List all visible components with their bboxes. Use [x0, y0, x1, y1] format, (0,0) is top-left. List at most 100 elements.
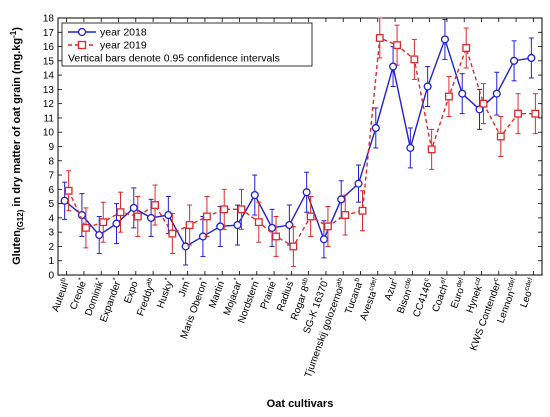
point-1-10: [237, 205, 246, 214]
y-tick-label-11: 11: [44, 113, 55, 124]
y-tick-label-17: 17: [43, 28, 55, 39]
y-tick-label-6: 6: [48, 185, 54, 196]
x-tick-label-27: Leocdef: [518, 277, 540, 309]
point-0-20: [406, 143, 415, 152]
x-tick-label-name-20: Bison: [395, 288, 414, 315]
point-1-15: [323, 222, 332, 231]
y-tick-label-18: 18: [43, 14, 55, 25]
point-0-25: [492, 89, 501, 98]
y-tick-label-4: 4: [48, 213, 54, 224]
series-1: [64, 17, 540, 267]
point-0-2: [95, 230, 104, 240]
point-1-5: [151, 201, 160, 209]
point-0-22: [440, 35, 449, 44]
y-tick-label-15: 15: [43, 56, 55, 67]
x-tick-label-4: Expo*: [122, 277, 142, 305]
point-1-11: [254, 218, 263, 227]
legend-marker-2019: [77, 40, 87, 50]
y-axis-title-sup: -1: [9, 30, 18, 38]
point-0-16: [337, 195, 346, 204]
x-tick-label-sup-5: ab: [145, 277, 154, 287]
series-line-0: [64, 37, 532, 248]
point-1-17: [358, 206, 367, 215]
y-tick-label-13: 13: [43, 85, 55, 96]
point-1-12: [272, 232, 281, 241]
point-0-5: [147, 213, 156, 222]
x-tick-label-sup-25: c: [492, 276, 500, 282]
x-tick-label-name-0: Auteuil: [50, 281, 71, 313]
legend: year 2018 year 2019 Vertical bars denote…: [61, 22, 313, 67]
point-0-18: [371, 123, 380, 132]
point-0-27: [527, 53, 536, 63]
x-tick-label-sup-7: *: [181, 277, 189, 282]
point-1-1: [81, 223, 90, 232]
x-tick-label-sup-20: cde: [403, 277, 413, 290]
y-tick-label-12: 12: [43, 99, 55, 110]
point-0-13: [285, 220, 294, 230]
point-1-6: [168, 229, 177, 238]
x-tick-label-19: Azurf: [382, 277, 401, 302]
point-1-27: [531, 109, 540, 118]
point-0-4: [129, 203, 138, 212]
point-0-6: [164, 210, 173, 220]
point-1-7: [185, 221, 194, 229]
point-1-16: [341, 211, 350, 219]
x-tick-label-name-27: Leo: [519, 289, 535, 309]
legend-label-2019: year 2019: [100, 40, 147, 52]
y-tick-label-9: 9: [48, 142, 54, 153]
point-0-3: [112, 219, 121, 228]
x-tick-label-sup-26: cdef: [506, 277, 517, 292]
point-0-19: [389, 62, 398, 71]
y-tick-label-14: 14: [43, 71, 55, 82]
point-1-14: [306, 212, 315, 221]
legend-box: [61, 22, 313, 67]
x-tick-label-sup-24: cd: [474, 277, 483, 286]
y-tick-label-16: 16: [43, 42, 55, 53]
legend-marker-2018: [77, 27, 87, 37]
y-axis-title: Gluten(G12) in dry matter of oat grain (…: [9, 27, 25, 265]
x-tick-label-name-23: Euro: [449, 286, 467, 310]
y-tick-label-3: 3: [48, 228, 54, 239]
y-tick-label-0: 0: [48, 271, 54, 282]
point-0-26: [510, 56, 519, 65]
point-1-2: [99, 218, 108, 227]
x-axis-title: Oat cultivars: [267, 398, 334, 410]
point-1-18: [375, 34, 384, 42]
x-tick-label-sup-10: *: [233, 277, 241, 282]
y-tick-label-8: 8: [48, 156, 54, 167]
x-tick-label-sup-21: c: [423, 276, 431, 282]
point-0-9: [216, 222, 225, 231]
y-axis-title-end: ): [11, 27, 23, 31]
point-1-25: [496, 132, 505, 141]
y-axis-title-main: Gluten: [11, 230, 23, 265]
x-tick-label-sup-16: ab: [335, 277, 344, 287]
x-tick-label-22: Coachef: [430, 277, 453, 314]
point-0-23: [458, 89, 467, 98]
y-tick-label-7: 7: [48, 171, 54, 182]
point-1-20: [410, 55, 419, 64]
x-tick-label-21: CC4146c: [410, 276, 435, 318]
x-tick-label-sup-14: ab: [301, 277, 310, 287]
x-tick-label-sup-18: cdef: [368, 277, 379, 292]
x-tick-label-sup-12: *: [268, 277, 276, 282]
y-tick-label-2: 2: [48, 242, 54, 253]
point-0-15: [319, 235, 328, 244]
x-tick-label-name-7: Jim: [177, 280, 193, 298]
x-tick-label-sup-4: *: [129, 277, 137, 282]
point-1-22: [444, 92, 453, 101]
point-1-19: [393, 41, 402, 50]
point-0-24: [475, 105, 484, 114]
x-tick-label-sup-6: *: [164, 277, 172, 282]
legend-label-2018: year 2018: [100, 27, 147, 39]
point-0-21: [423, 82, 432, 91]
x-tick-label-sup-8: *: [199, 277, 207, 282]
x-tick-label-sup-15: *: [320, 277, 328, 282]
x-tick-label-sup-11: *: [250, 277, 258, 282]
x-tick-label-sup-23: def: [455, 277, 465, 289]
x-tick-label-sup-27: cdef: [523, 277, 534, 292]
point-0-12: [268, 223, 277, 232]
point-1-9: [220, 205, 229, 214]
point-1-23: [462, 44, 471, 52]
